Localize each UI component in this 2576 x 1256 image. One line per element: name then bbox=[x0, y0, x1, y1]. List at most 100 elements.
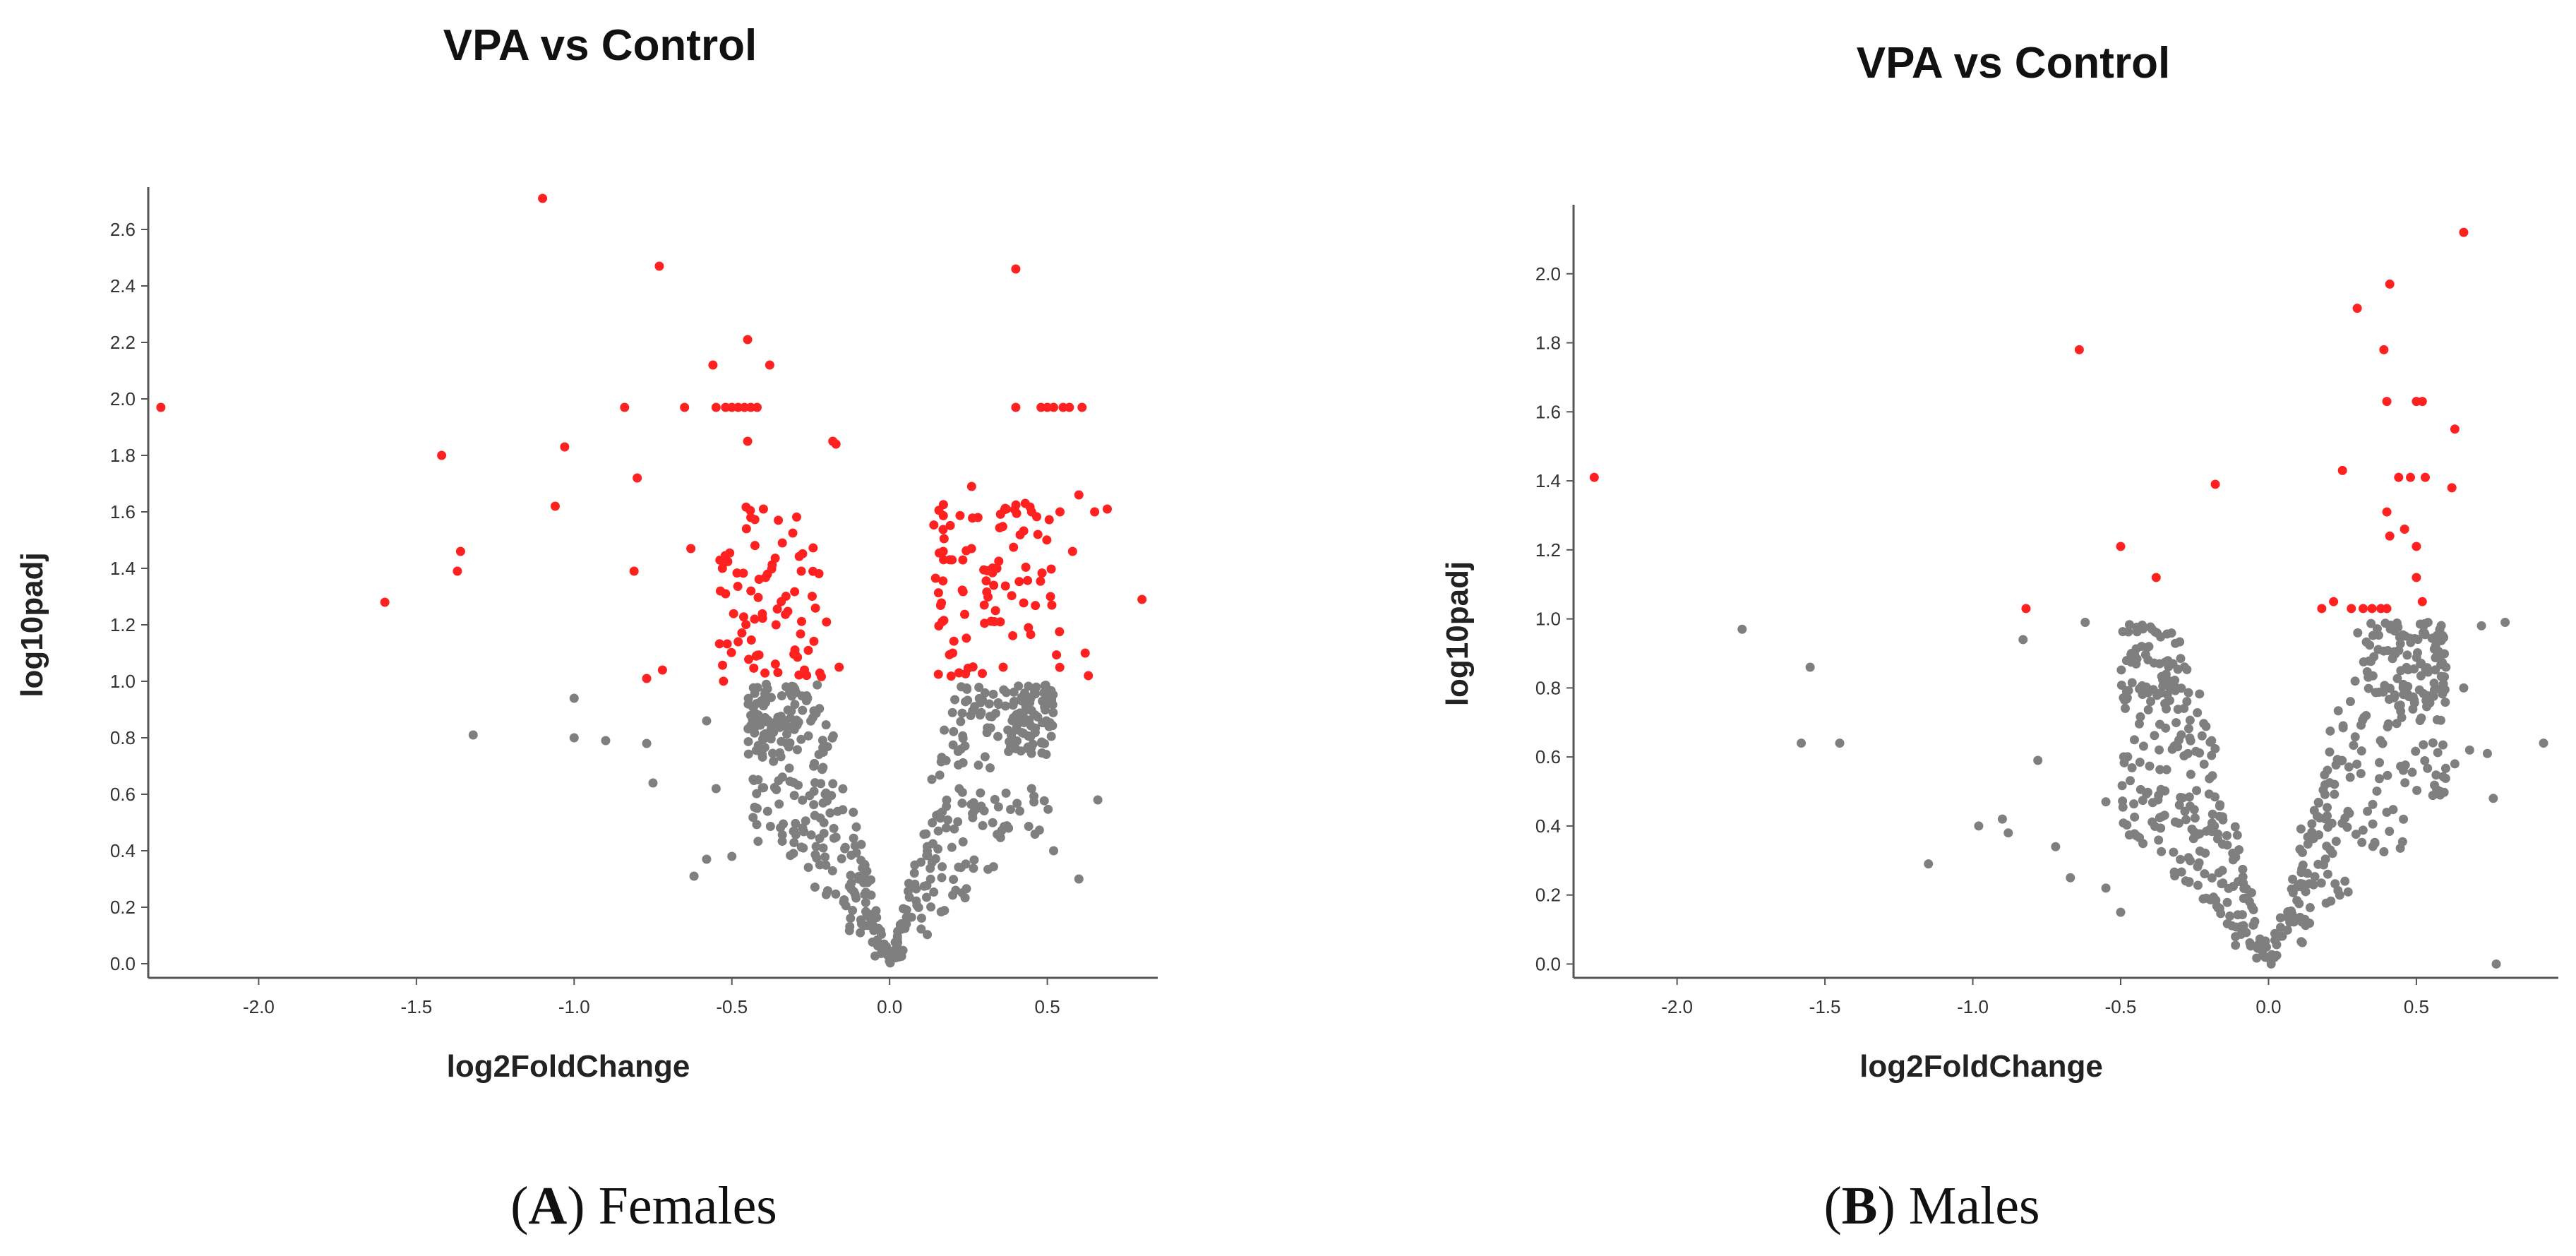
data-point-not-significant bbox=[2409, 695, 2419, 705]
data-point-not-significant bbox=[1024, 821, 1034, 831]
data-point-not-significant bbox=[1040, 738, 1050, 748]
data-point-not-significant bbox=[861, 897, 870, 907]
data-point-significant bbox=[2317, 604, 2327, 614]
data-point-significant bbox=[1042, 535, 1052, 545]
data-point-not-significant bbox=[2412, 652, 2421, 662]
data-point-not-significant bbox=[1017, 696, 1027, 706]
y-tick-label: 0.2 bbox=[1535, 885, 1561, 906]
y-tick-label: 2.2 bbox=[110, 332, 136, 353]
data-point-not-significant bbox=[1093, 795, 1103, 805]
data-point-significant bbox=[2459, 227, 2469, 237]
data-point-not-significant bbox=[2190, 813, 2200, 823]
data-point-significant bbox=[760, 668, 770, 678]
data-point-not-significant bbox=[958, 731, 968, 741]
data-point-not-significant bbox=[2288, 874, 2298, 884]
data-point-not-significant bbox=[1835, 738, 1845, 748]
y-tick-label: 1.8 bbox=[1535, 333, 1561, 354]
data-point-significant bbox=[1033, 530, 1043, 539]
data-point-not-significant bbox=[974, 693, 984, 703]
data-point-significant bbox=[2385, 531, 2395, 541]
data-point-not-significant bbox=[2500, 617, 2510, 627]
data-point-not-significant bbox=[2323, 803, 2332, 813]
data-point-not-significant bbox=[808, 713, 817, 723]
data-point-not-significant bbox=[2207, 827, 2217, 837]
data-point-significant bbox=[945, 520, 955, 530]
data-point-not-significant bbox=[2182, 697, 2192, 707]
data-point-not-significant bbox=[2435, 787, 2445, 796]
data-point-not-significant bbox=[2400, 778, 2410, 788]
data-point-not-significant bbox=[2234, 877, 2243, 887]
data-point-not-significant bbox=[2412, 785, 2422, 795]
data-point-not-significant bbox=[753, 774, 763, 784]
data-point-not-significant bbox=[1026, 784, 1036, 794]
data-point-not-significant bbox=[969, 855, 979, 865]
data-point-not-significant bbox=[993, 731, 1003, 741]
data-point-not-significant bbox=[2402, 650, 2412, 660]
data-point-not-significant bbox=[1924, 859, 1934, 869]
data-point-significant bbox=[1077, 402, 1087, 412]
data-point-not-significant bbox=[968, 706, 978, 716]
data-point-not-significant bbox=[796, 842, 806, 852]
data-point-not-significant bbox=[1074, 874, 1084, 884]
data-point-significant bbox=[808, 566, 818, 576]
data-point-not-significant bbox=[2207, 873, 2217, 883]
data-point-not-significant bbox=[2215, 811, 2224, 821]
data-point-not-significant bbox=[933, 826, 943, 836]
data-point-significant bbox=[2151, 573, 2161, 582]
data-point-not-significant bbox=[2155, 745, 2164, 755]
data-point-significant bbox=[772, 604, 782, 614]
data-point-significant bbox=[986, 616, 996, 626]
data-point-significant bbox=[754, 575, 764, 585]
data-point-significant bbox=[788, 528, 798, 538]
data-point-not-significant bbox=[2119, 758, 2129, 767]
data-point-significant bbox=[2074, 345, 2084, 354]
data-point-not-significant bbox=[777, 736, 786, 746]
x-tick-label: -1.0 bbox=[1957, 996, 1989, 1017]
data-point-significant bbox=[2394, 472, 2404, 482]
data-point-significant bbox=[1074, 490, 1084, 500]
caption-text: Males bbox=[1908, 1176, 2040, 1236]
data-point-significant bbox=[1000, 581, 1010, 591]
data-point-not-significant bbox=[2425, 698, 2435, 708]
data-point-not-significant bbox=[937, 862, 947, 872]
data-point-not-significant bbox=[2207, 736, 2217, 746]
data-point-significant bbox=[973, 513, 983, 522]
data-point-significant bbox=[2385, 279, 2395, 289]
data-point-not-significant bbox=[2310, 872, 2320, 882]
data-point-not-significant bbox=[760, 743, 769, 753]
x-tick-label: -2.0 bbox=[1661, 996, 1693, 1017]
data-point-not-significant bbox=[757, 752, 767, 762]
data-point-significant bbox=[2420, 472, 2430, 482]
data-point-not-significant bbox=[969, 798, 978, 808]
data-point-not-significant bbox=[979, 806, 989, 815]
chart-title: VPA vs Control bbox=[1857, 39, 2170, 88]
y-tick-label: 2.0 bbox=[110, 388, 136, 409]
data-point-significant bbox=[807, 592, 817, 602]
data-point-not-significant bbox=[2228, 848, 2238, 858]
data-point-significant bbox=[1058, 402, 1068, 412]
data-point-not-significant bbox=[993, 802, 1003, 812]
data-point-not-significant bbox=[953, 817, 963, 827]
data-point-not-significant bbox=[875, 926, 885, 935]
data-point-not-significant bbox=[760, 729, 770, 738]
data-point-significant bbox=[834, 662, 844, 672]
data-point-not-significant bbox=[762, 717, 772, 726]
data-point-significant bbox=[1037, 568, 1047, 578]
data-point-not-significant bbox=[936, 907, 946, 917]
data-point-not-significant bbox=[2127, 763, 2137, 773]
data-point-not-significant bbox=[916, 924, 926, 934]
data-point-significant bbox=[711, 402, 721, 412]
data-point-not-significant bbox=[2120, 695, 2130, 705]
data-point-not-significant bbox=[2207, 750, 2217, 760]
x-tick-label: -1.5 bbox=[400, 996, 432, 1017]
data-point-not-significant bbox=[856, 915, 865, 925]
data-point-not-significant bbox=[2156, 823, 2166, 833]
data-point-significant bbox=[2417, 597, 2427, 606]
y-tick-label: 1.4 bbox=[110, 558, 136, 579]
data-point-significant bbox=[935, 601, 945, 611]
data-point-not-significant bbox=[825, 808, 835, 818]
data-point-not-significant bbox=[2288, 887, 2298, 897]
y-tick-label: 0.6 bbox=[1535, 746, 1561, 767]
data-point-not-significant bbox=[869, 926, 879, 935]
data-point-significant bbox=[1049, 402, 1059, 412]
